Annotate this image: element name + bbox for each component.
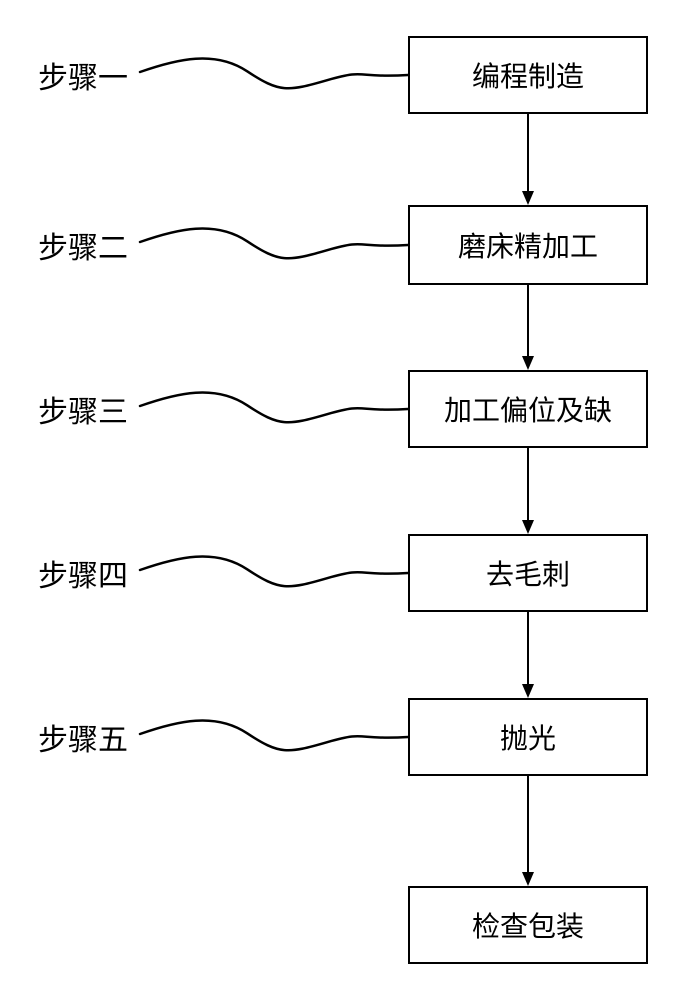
process-box-1: 编程制造 (408, 36, 648, 114)
step-label-3: 步骤三 (38, 387, 128, 431)
process-box-6-label: 检查包装 (472, 905, 584, 945)
process-box-2-label: 磨床精加工 (458, 225, 598, 265)
process-box-5-label: 抛光 (500, 717, 556, 757)
arrow-2-3 (520, 285, 536, 370)
process-box-3-label: 加工偏位及缺 (444, 389, 612, 429)
process-box-4-label: 去毛刺 (486, 553, 570, 593)
arrow-1-2 (520, 114, 536, 205)
process-box-2: 磨床精加工 (408, 205, 648, 285)
process-box-1-label: 编程制造 (472, 55, 584, 95)
process-box-5: 抛光 (408, 698, 648, 776)
arrow-3-4 (520, 448, 536, 534)
process-box-3: 加工偏位及缺 (408, 370, 648, 448)
process-box-4: 去毛刺 (408, 534, 648, 612)
wavy-connector-5 (140, 708, 408, 763)
step-label-5: 步骤五 (38, 715, 128, 759)
diagram-canvas: 编程制造 磨床精加工 加工偏位及缺 去毛刺 抛光 检查包装 步骤一 步骤二 步骤… (0, 0, 700, 1000)
arrow-4-5 (520, 612, 536, 698)
wavy-connector-3 (140, 380, 408, 435)
step-label-4: 步骤四 (38, 551, 128, 595)
step-label-1: 步骤一 (38, 53, 128, 97)
wavy-connector-4 (140, 544, 408, 599)
wavy-connector-1 (140, 46, 408, 101)
arrow-5-6 (520, 776, 536, 886)
process-box-6: 检查包装 (408, 886, 648, 964)
step-label-2: 步骤二 (38, 223, 128, 267)
wavy-connector-2 (140, 216, 408, 271)
